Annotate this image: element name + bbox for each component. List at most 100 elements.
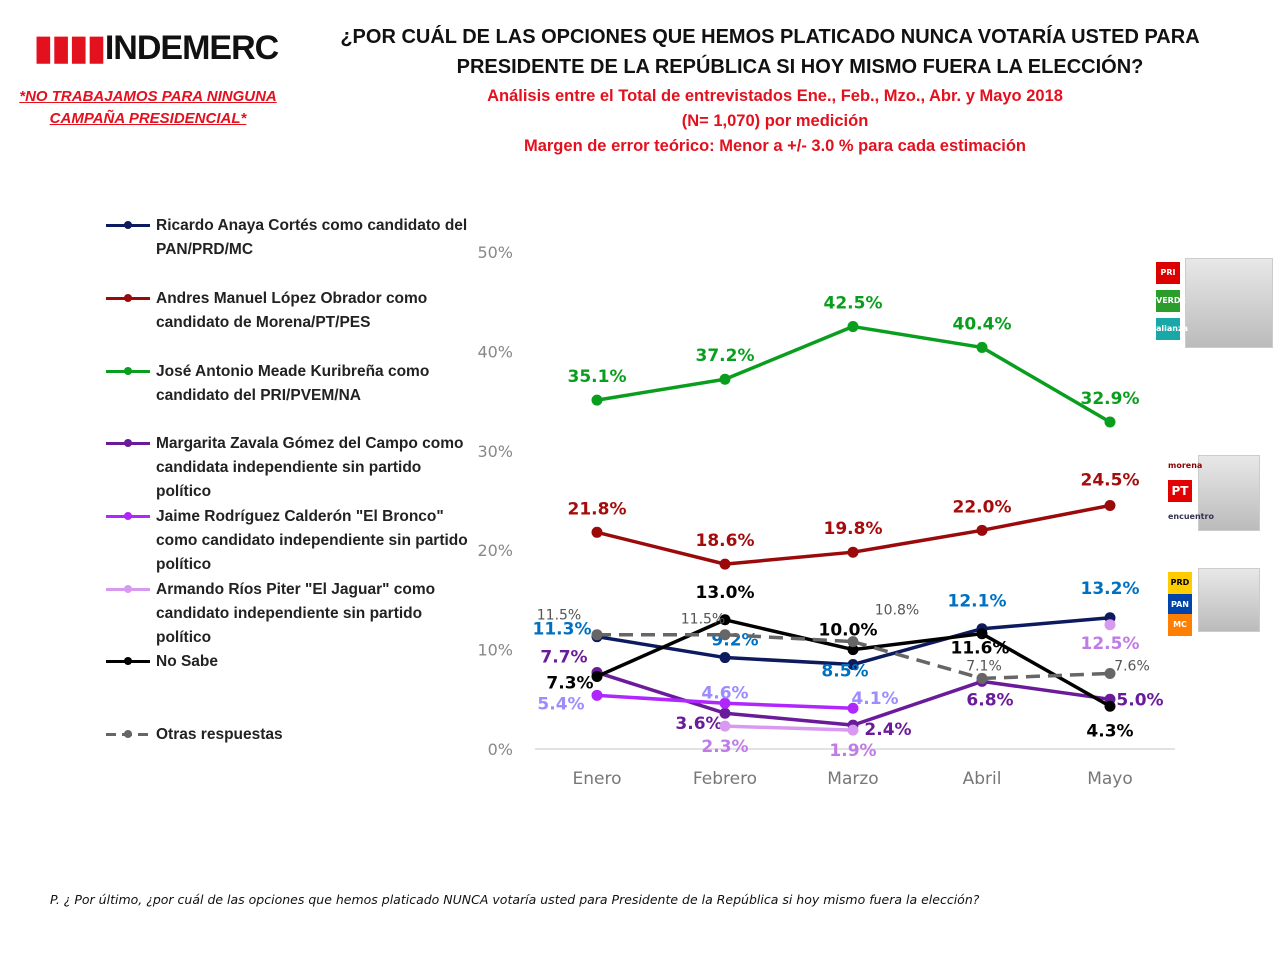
data-point bbox=[719, 614, 731, 626]
data-label: 22.0% bbox=[953, 497, 1012, 517]
y-tick-label: 40% bbox=[477, 342, 513, 361]
data-point bbox=[719, 697, 731, 709]
data-label: 7.3% bbox=[546, 673, 593, 693]
data-label: 5.4% bbox=[537, 694, 584, 714]
series-line-segment bbox=[724, 324, 854, 381]
anaya-photo bbox=[1198, 568, 1260, 632]
data-label: 40.4% bbox=[953, 314, 1012, 334]
data-label: 11.3% bbox=[533, 620, 592, 640]
disclaimer: *NO TRABAJAMOS PARA NINGUNA CAMPAÑA PRESI… bbox=[19, 88, 277, 127]
legend-label: Margarita Zavala Gómez del Campo como ca… bbox=[156, 435, 464, 500]
data-point bbox=[719, 629, 731, 641]
pt-logo: PT bbox=[1168, 480, 1192, 502]
legend-item: Andres Manuel López Obrador como candida… bbox=[106, 287, 478, 335]
series-line-segment bbox=[596, 670, 726, 715]
legend-swatch bbox=[106, 585, 150, 593]
data-label: 7.6% bbox=[1114, 658, 1150, 674]
data-label: 7.1% bbox=[966, 658, 1002, 674]
legend-item: Jaime Rodríguez Calderón "El Bronco" com… bbox=[106, 505, 478, 577]
series-line-segment bbox=[724, 711, 854, 727]
series-line-segment bbox=[596, 618, 726, 679]
legend-label: No Sabe bbox=[156, 653, 219, 670]
data-label: 4.6% bbox=[701, 683, 748, 703]
encuentro-logo: encuentro bbox=[1168, 506, 1214, 528]
data-point bbox=[591, 526, 603, 538]
y-tick-label: 0% bbox=[488, 740, 513, 759]
data-label: 5.0% bbox=[1116, 690, 1163, 710]
data-point bbox=[719, 373, 731, 385]
mc-logo: MC bbox=[1168, 614, 1192, 636]
alianza-logo: alianza bbox=[1156, 318, 1188, 340]
footnote-question: P. ¿ Por último, ¿por cuál de las opcion… bbox=[50, 892, 980, 907]
data-label: 42.5% bbox=[824, 294, 883, 314]
legend-swatch bbox=[106, 657, 150, 665]
data-point bbox=[976, 672, 988, 684]
data-point bbox=[847, 636, 859, 648]
meade-photo bbox=[1185, 258, 1273, 348]
series-line-segment bbox=[852, 528, 983, 554]
data-label: 7.7% bbox=[540, 647, 587, 667]
verde-logo: VERDE bbox=[1156, 290, 1186, 312]
data-label: 35.1% bbox=[568, 367, 627, 387]
x-tick-label: Mayo bbox=[1087, 769, 1133, 789]
chart-subtitle: Análisis entre el Total de entrevistados… bbox=[487, 87, 1063, 155]
data-point bbox=[591, 670, 603, 682]
series-line-segment bbox=[724, 655, 854, 667]
data-point bbox=[591, 629, 603, 641]
legend-label: José Antonio Meade Kuribreña como candid… bbox=[156, 363, 430, 404]
data-label: 13.0% bbox=[696, 583, 755, 603]
data-label: 18.6% bbox=[696, 531, 755, 551]
data-point bbox=[847, 546, 859, 558]
data-label: 19.8% bbox=[824, 519, 883, 539]
data-label: 12.1% bbox=[948, 592, 1007, 612]
data-label: 12.5% bbox=[1081, 634, 1140, 654]
legend-swatch bbox=[106, 221, 150, 229]
series-line-segment bbox=[981, 632, 1111, 708]
data-point bbox=[847, 659, 859, 671]
y-tick-label: 50% bbox=[477, 243, 513, 262]
data-point bbox=[1104, 499, 1116, 511]
series-line-segment bbox=[596, 530, 726, 566]
data-point bbox=[719, 558, 731, 570]
legend-swatch bbox=[106, 730, 150, 738]
legend-item: Otras respuestas bbox=[106, 723, 478, 747]
data-label: 37.2% bbox=[696, 346, 755, 366]
indemerc-logo: ▮▮▮▮INDEMERC bbox=[34, 29, 279, 67]
data-point bbox=[1104, 416, 1116, 428]
series-line-segment bbox=[852, 639, 983, 681]
data-label: 11.5% bbox=[537, 608, 581, 624]
series-line-segment bbox=[981, 345, 1111, 424]
x-tick-label: Enero bbox=[573, 769, 622, 789]
series-line-segment bbox=[852, 324, 983, 350]
series-line-segment bbox=[724, 724, 854, 732]
data-label: 2.3% bbox=[701, 737, 748, 757]
legend-item: No Sabe bbox=[106, 650, 478, 674]
series-line-segment bbox=[596, 377, 726, 402]
data-label: 6.8% bbox=[966, 690, 1013, 710]
amlo-photo bbox=[1198, 455, 1260, 531]
data-label: 4.1% bbox=[851, 689, 898, 709]
data-point bbox=[847, 644, 859, 656]
data-label: 4.3% bbox=[1086, 721, 1133, 741]
x-tick-label: Febrero bbox=[693, 769, 757, 789]
data-label: 10.0% bbox=[819, 621, 878, 641]
data-label: 11.5% bbox=[681, 612, 725, 628]
data-point bbox=[976, 341, 988, 353]
legend-swatch bbox=[106, 367, 150, 375]
pri-logo: PRI bbox=[1156, 262, 1180, 284]
legend-label: Ricardo Anaya Cortés como candidato del … bbox=[156, 217, 468, 258]
chart-title: ¿POR CUÁL DE LAS OPCIONES QUE HEMOS PLAT… bbox=[340, 26, 1200, 78]
data-point bbox=[591, 689, 603, 701]
data-label: 21.8% bbox=[568, 499, 627, 519]
data-point bbox=[719, 707, 731, 719]
legend-swatch bbox=[106, 512, 150, 520]
series-line-segment bbox=[724, 701, 854, 710]
series-line-segment bbox=[981, 679, 1111, 702]
data-point bbox=[1104, 700, 1116, 712]
series-line-segment bbox=[596, 693, 726, 706]
legend-swatch bbox=[106, 439, 150, 447]
prd-logo: PRD bbox=[1168, 572, 1192, 594]
pan-logo: PAN bbox=[1168, 594, 1192, 616]
data-point bbox=[847, 702, 859, 714]
